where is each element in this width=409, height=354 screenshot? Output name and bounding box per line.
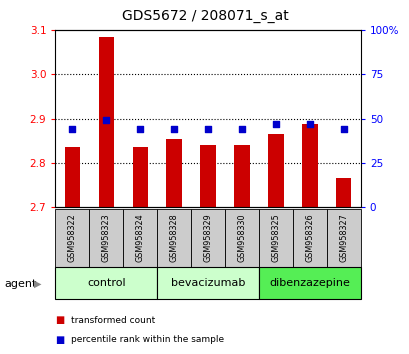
Bar xyxy=(267,134,283,207)
Bar xyxy=(123,209,157,267)
Text: agent: agent xyxy=(4,279,36,289)
Text: GSM958327: GSM958327 xyxy=(339,214,348,262)
Text: transformed count: transformed count xyxy=(71,316,155,325)
Bar xyxy=(326,209,360,267)
Text: GSM958325: GSM958325 xyxy=(271,214,280,262)
Text: ▶: ▶ xyxy=(34,279,41,289)
Text: ■: ■ xyxy=(55,335,65,345)
Bar xyxy=(132,147,148,207)
Text: GDS5672 / 208071_s_at: GDS5672 / 208071_s_at xyxy=(121,9,288,23)
Bar xyxy=(55,209,89,267)
Point xyxy=(238,126,245,132)
Point xyxy=(204,126,211,132)
Text: control: control xyxy=(87,278,125,288)
Point xyxy=(306,121,312,127)
Text: GSM958328: GSM958328 xyxy=(169,214,178,262)
Text: ■: ■ xyxy=(55,315,65,325)
Bar xyxy=(166,138,181,207)
Text: GSM958326: GSM958326 xyxy=(305,214,314,262)
Bar xyxy=(200,145,215,207)
Text: GSM958324: GSM958324 xyxy=(135,214,144,262)
Text: dibenzazepine: dibenzazepine xyxy=(269,278,349,288)
Point xyxy=(272,121,279,127)
Bar xyxy=(191,209,225,267)
Bar xyxy=(225,209,258,267)
Point xyxy=(103,118,109,123)
Point xyxy=(69,126,75,132)
Text: GSM958322: GSM958322 xyxy=(67,214,76,262)
Text: GSM958323: GSM958323 xyxy=(101,214,110,262)
Bar xyxy=(301,124,317,207)
Bar xyxy=(234,145,249,207)
Bar xyxy=(99,37,114,207)
Text: GSM958330: GSM958330 xyxy=(237,214,246,262)
Point xyxy=(340,126,346,132)
Bar xyxy=(157,267,258,299)
Text: GSM958329: GSM958329 xyxy=(203,214,212,262)
Bar xyxy=(55,267,157,299)
Bar xyxy=(335,178,351,207)
Point xyxy=(171,126,177,132)
Bar xyxy=(292,209,326,267)
Bar xyxy=(258,267,360,299)
Point xyxy=(137,126,143,132)
Text: percentile rank within the sample: percentile rank within the sample xyxy=(71,335,223,344)
Text: bevacizumab: bevacizumab xyxy=(171,278,245,288)
Bar xyxy=(258,209,292,267)
Bar xyxy=(65,147,80,207)
Bar xyxy=(89,209,123,267)
Bar xyxy=(157,209,191,267)
